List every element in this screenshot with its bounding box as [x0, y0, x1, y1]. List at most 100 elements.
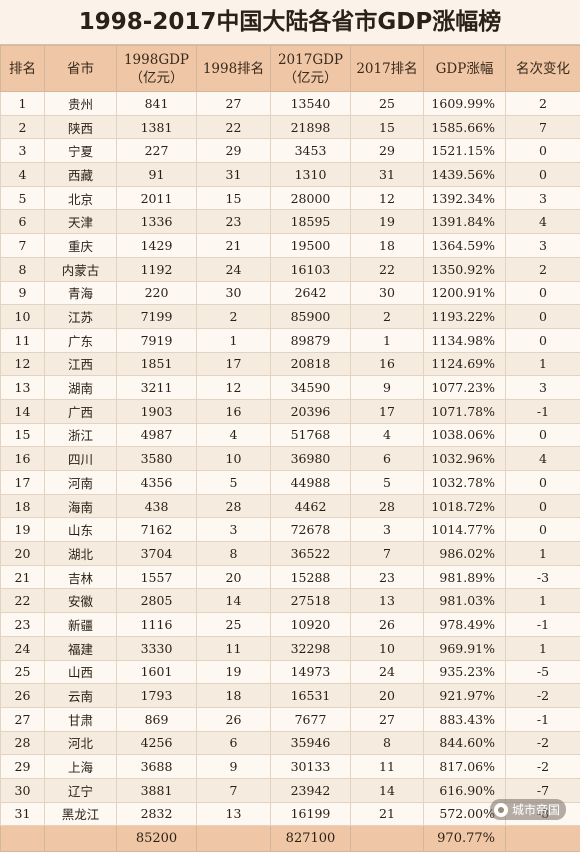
gdp-growth-cell: 1609.99%: [424, 92, 506, 116]
gdp-1998-cell: 220: [117, 281, 197, 305]
gdp-1998-cell: 1192: [117, 257, 197, 281]
rank-2017-cell: 29: [351, 139, 424, 163]
rank-1998-cell: 13: [197, 802, 271, 826]
gdp-2017-cell: 28000: [271, 186, 351, 210]
rank-cell: 4: [1, 163, 45, 187]
gdp-2017-cell: 20396: [271, 399, 351, 423]
gdp-2017-cell: 2642: [271, 281, 351, 305]
rank-2017-cell: 30: [351, 281, 424, 305]
rank-1998-cell: 31: [197, 163, 271, 187]
total-cell-rank-1998: [197, 826, 271, 852]
rank-1998-cell: 16: [197, 399, 271, 423]
gdp-2017-cell: 3453: [271, 139, 351, 163]
gdp-1998-cell: 1116: [117, 613, 197, 637]
gdp-2017-cell: 16199: [271, 802, 351, 826]
rank-1998-cell: 10: [197, 447, 271, 471]
rank-cell: 24: [1, 636, 45, 660]
rank-1998-cell: 22: [197, 115, 271, 139]
header-gdp-growth: GDP涨幅: [424, 46, 506, 92]
gdp-growth-cell: 969.91%: [424, 636, 506, 660]
gdp-growth-cell: 1038.06%: [424, 423, 506, 447]
rank-2017-cell: 31: [351, 163, 424, 187]
gdp-ranking-table: 排名 省市 1998GDP （亿元） 1998排名 2017GDP （亿元） 2…: [0, 45, 580, 852]
rank-1998-cell: 2: [197, 305, 271, 329]
total-gdp-growth: 970.77%: [424, 826, 506, 852]
gdp-2017-cell: 10920: [271, 613, 351, 637]
rank-change-cell: -3: [506, 565, 580, 589]
wechat-official-account-icon: [494, 803, 508, 817]
gdp-2017-cell: 1310: [271, 163, 351, 187]
rank-1998-cell: 17: [197, 352, 271, 376]
rank-change-cell: 1: [506, 542, 580, 566]
gdp-1998-cell: 869: [117, 707, 197, 731]
province-cell: 江苏: [45, 305, 117, 329]
rank-1998-cell: 19: [197, 660, 271, 684]
gdp-growth-cell: 978.49%: [424, 613, 506, 637]
rank-cell: 1: [1, 92, 45, 116]
province-cell: 上海: [45, 755, 117, 779]
rank-cell: 18: [1, 494, 45, 518]
gdp-growth-cell: 1585.66%: [424, 115, 506, 139]
rank-1998-cell: 30: [197, 281, 271, 305]
rank-change-cell: 0: [506, 494, 580, 518]
rank-2017-cell: 17: [351, 399, 424, 423]
rank-change-cell: 3: [506, 234, 580, 258]
rank-change-cell: 0: [506, 518, 580, 542]
province-cell: 内蒙古: [45, 257, 117, 281]
rank-change-cell: 4: [506, 210, 580, 234]
gdp-growth-cell: 616.90%: [424, 778, 506, 802]
gdp-growth-cell: 883.43%: [424, 707, 506, 731]
rank-cell: 23: [1, 613, 45, 637]
rank-change-cell: 3: [506, 376, 580, 400]
province-cell: 陕西: [45, 115, 117, 139]
rank-2017-cell: 14: [351, 778, 424, 802]
gdp-1998-cell: 227: [117, 139, 197, 163]
rank-cell: 5: [1, 186, 45, 210]
gdp-growth-cell: 1124.69%: [424, 352, 506, 376]
rank-1998-cell: 9: [197, 755, 271, 779]
province-cell: 河北: [45, 731, 117, 755]
gdp-growth-cell: 981.89%: [424, 565, 506, 589]
rank-cell: 29: [1, 755, 45, 779]
rank-cell: 6: [1, 210, 45, 234]
gdp-growth-cell: 1364.59%: [424, 234, 506, 258]
gdp-2017-cell: 35946: [271, 731, 351, 755]
gdp-growth-cell: 1014.77%: [424, 518, 506, 542]
rank-2017-cell: 12: [351, 186, 424, 210]
gdp-1998-cell: 841: [117, 92, 197, 116]
rank-change-cell: -2: [506, 755, 580, 779]
watermark-text: 城市帝国: [512, 801, 560, 818]
rank-2017-cell: 11: [351, 755, 424, 779]
rank-2017-cell: 18: [351, 234, 424, 258]
gdp-2017-cell: 89879: [271, 328, 351, 352]
rank-change-cell: 0: [506, 471, 580, 495]
rank-2017-cell: 19: [351, 210, 424, 234]
gdp-growth-cell: 844.60%: [424, 731, 506, 755]
gdp-2017-cell: 19500: [271, 234, 351, 258]
rank-cell: 16: [1, 447, 45, 471]
province-cell: 广西: [45, 399, 117, 423]
header-gdp-1998: 1998GDP （亿元）: [117, 46, 197, 92]
rank-change-cell: 0: [506, 423, 580, 447]
rank-cell: 2: [1, 115, 45, 139]
gdp-1998-cell: 1557: [117, 565, 197, 589]
rank-2017-cell: 27: [351, 707, 424, 731]
rank-2017-cell: 1: [351, 328, 424, 352]
total-cell-rank-2017: [351, 826, 424, 852]
rank-change-cell: -5: [506, 660, 580, 684]
gdp-2017-cell: 21898: [271, 115, 351, 139]
